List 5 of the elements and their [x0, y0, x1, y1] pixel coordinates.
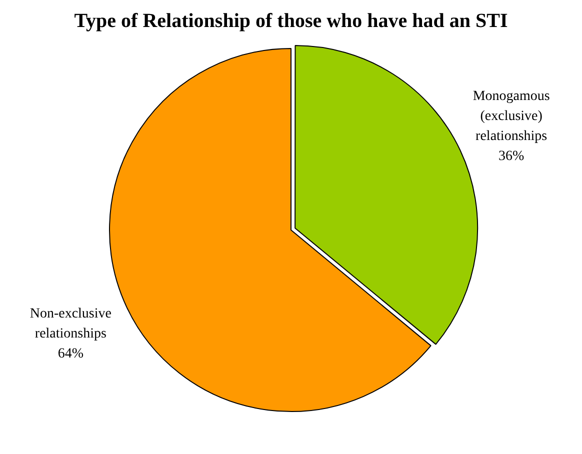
- chart-title: Type of Relationship of those who have had an STI: [73, 9, 509, 34]
- slice-label: Non-exclusive relationships: [30, 306, 112, 342]
- data-label: 36%: [498, 148, 524, 164]
- data-label: 64%: [58, 346, 84, 362]
- slice-label: Monogamous (exclusive) relationships: [472, 88, 550, 144]
